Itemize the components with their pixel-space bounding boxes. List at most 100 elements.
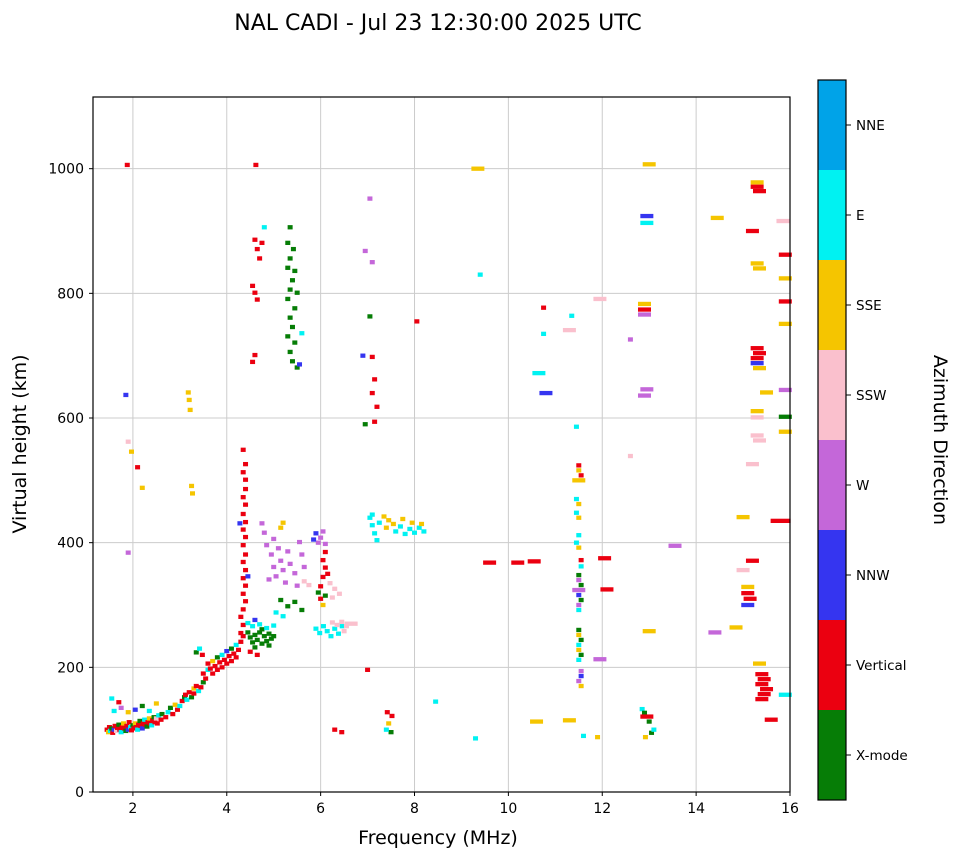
- data-point: [311, 537, 317, 542]
- data-point: [381, 514, 387, 519]
- data-point: [339, 619, 345, 624]
- data-point: [320, 529, 326, 534]
- data-point: [576, 515, 582, 520]
- data-point: [190, 491, 196, 496]
- data-point: [367, 196, 373, 201]
- data-point: [750, 415, 764, 420]
- data-point: [153, 701, 159, 706]
- colorbar-segment: [818, 530, 846, 620]
- data-point: [778, 387, 792, 393]
- data-point: [651, 727, 657, 732]
- data-point: [200, 680, 206, 685]
- data-point: [259, 627, 265, 632]
- data-point: [104, 727, 110, 732]
- data-point: [317, 630, 323, 636]
- data-point: [755, 672, 769, 677]
- data-point: [198, 685, 204, 690]
- data-point: [576, 577, 582, 583]
- data-point: [322, 565, 328, 570]
- data-point: [124, 162, 130, 168]
- colorbar-tick-label: Vertical: [856, 658, 907, 674]
- data-point: [203, 676, 209, 681]
- data-point: [334, 622, 340, 628]
- x-tick-label: 10: [499, 801, 517, 817]
- data-point: [271, 536, 277, 542]
- data-point: [318, 584, 324, 589]
- data-point: [573, 496, 579, 502]
- data-point: [539, 390, 553, 396]
- data-point: [642, 734, 648, 740]
- data-point: [247, 635, 253, 640]
- data-point: [285, 240, 291, 246]
- data-point: [252, 290, 258, 295]
- data-point: [285, 549, 291, 554]
- data-point: [240, 559, 246, 565]
- data-point: [384, 710, 390, 715]
- data-point: [292, 599, 298, 605]
- data-point: [264, 543, 270, 548]
- data-point: [329, 595, 335, 600]
- data-point: [640, 387, 654, 392]
- data-point: [741, 591, 755, 596]
- data-point: [639, 706, 645, 712]
- data-point: [541, 331, 547, 337]
- data-point: [158, 717, 164, 722]
- data-point: [252, 645, 258, 650]
- data-point: [261, 225, 267, 230]
- data-point: [257, 622, 263, 627]
- data-point: [750, 433, 764, 438]
- data-point: [237, 521, 243, 526]
- data-point: [243, 552, 249, 557]
- data-point: [578, 597, 584, 603]
- data-point: [741, 584, 755, 590]
- data-point: [369, 390, 375, 396]
- colorbar: NNE E SSE SSW W NNW Vertical X-mode: [817, 79, 908, 801]
- data-point: [294, 583, 300, 588]
- data-point: [271, 634, 277, 639]
- data-point: [125, 710, 131, 715]
- data-point: [125, 550, 131, 555]
- data-point: [386, 518, 392, 523]
- data-point: [578, 673, 584, 679]
- colorbar-segment: [818, 170, 846, 260]
- data-point: [642, 162, 656, 167]
- data-point: [266, 631, 272, 636]
- data-point: [578, 557, 584, 563]
- colorbar-tick-label: W: [856, 478, 869, 494]
- data-point: [745, 228, 759, 234]
- data-point: [471, 166, 485, 171]
- data-point: [123, 392, 129, 398]
- data-point: [778, 321, 792, 327]
- data-point: [770, 518, 791, 524]
- data-point: [189, 695, 195, 700]
- data-point: [124, 723, 130, 729]
- data-point: [240, 576, 246, 581]
- data-point: [238, 639, 244, 644]
- data-point: [627, 337, 633, 342]
- data-point: [285, 604, 291, 609]
- axis-layer: 2 4 6 8 10 12 14 16 0 200 400 600 800 1000: [48, 162, 799, 817]
- data-point: [576, 607, 582, 613]
- data-point: [414, 319, 420, 324]
- data-point: [257, 630, 263, 635]
- data-point: [253, 162, 259, 168]
- grid-layer: [93, 97, 791, 792]
- data-point: [752, 351, 766, 356]
- data-point: [212, 663, 218, 669]
- data-point: [252, 617, 258, 623]
- data-point: [569, 313, 575, 318]
- data-point: [156, 713, 162, 718]
- data-point: [240, 470, 246, 475]
- data-point: [196, 688, 202, 694]
- data-point: [116, 700, 122, 705]
- data-point: [282, 580, 288, 585]
- data-point: [637, 312, 651, 317]
- colorbar-tick-label: E: [856, 208, 865, 224]
- data-point: [755, 696, 769, 702]
- data-point: [240, 527, 246, 532]
- data-point: [261, 634, 267, 639]
- data-point: [578, 637, 584, 643]
- data-point: [341, 629, 347, 634]
- data-point: [580, 733, 586, 739]
- data-point: [117, 727, 123, 732]
